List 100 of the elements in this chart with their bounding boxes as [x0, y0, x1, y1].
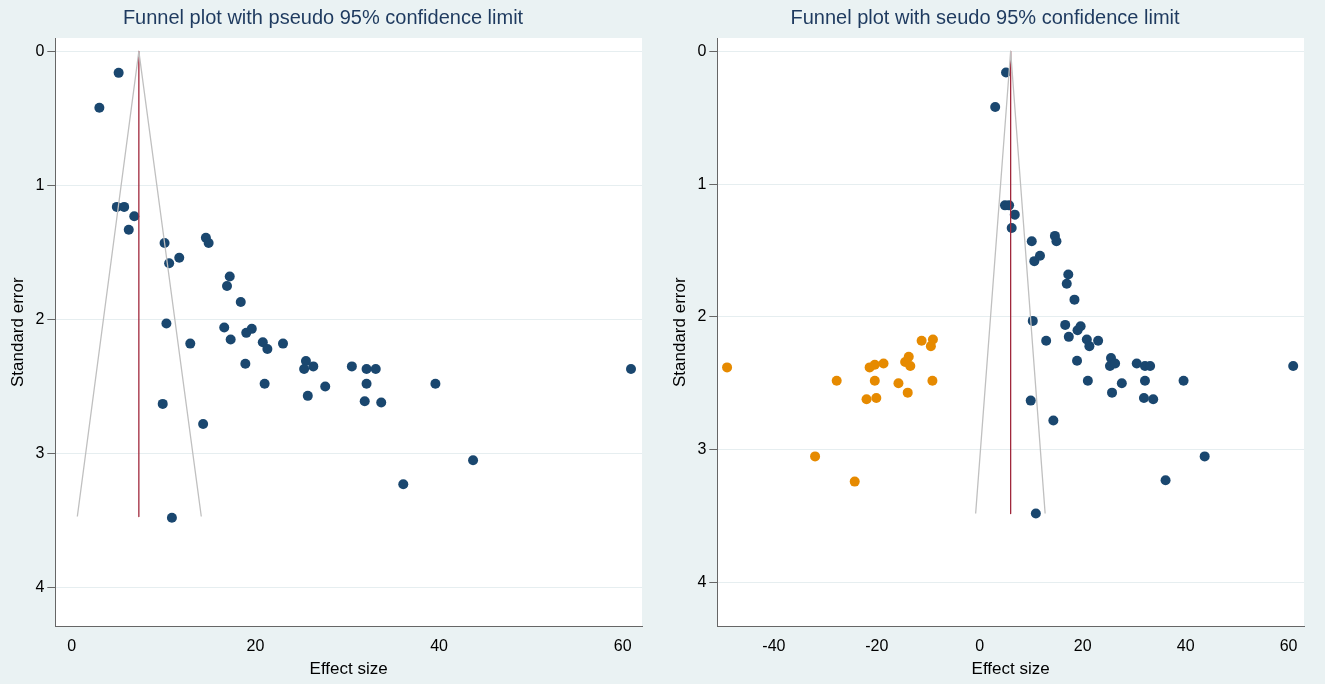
x-tick-label: 0 [975, 637, 985, 655]
point [1060, 319, 1071, 330]
point [1138, 392, 1149, 403]
point [119, 201, 130, 212]
point [1061, 278, 1072, 289]
point [871, 392, 882, 403]
point [235, 297, 246, 308]
point [810, 451, 821, 462]
point [927, 375, 938, 386]
point [1034, 250, 1045, 261]
point [166, 512, 177, 523]
point [722, 362, 733, 373]
x-axis-title: Effect size [971, 659, 1050, 679]
point [361, 378, 372, 389]
point [869, 359, 880, 370]
x-axis-title: Effect size [309, 659, 388, 679]
point [1072, 355, 1083, 366]
x-tick-label: 60 [1279, 637, 1298, 655]
point [370, 364, 381, 375]
point [259, 378, 270, 389]
point [831, 375, 842, 386]
point [1009, 209, 1020, 220]
point [185, 338, 196, 349]
x-tick-label: 20 [1073, 637, 1092, 655]
y-tick-label: 0 [697, 41, 707, 59]
point [221, 280, 232, 291]
x-tick-label: 0 [67, 637, 77, 655]
y-axis-title: Standard error [669, 277, 689, 388]
point [299, 364, 310, 375]
point [308, 361, 319, 372]
y-tick-label: 4 [697, 572, 707, 590]
point [1199, 451, 1210, 462]
point [468, 455, 479, 466]
point [161, 318, 172, 329]
point [1041, 335, 1052, 346]
point [916, 335, 927, 346]
point [1026, 236, 1037, 247]
chart-title: Funnel plot with seudo 95% confidence limit [790, 5, 1180, 28]
point [198, 419, 209, 430]
point [1084, 341, 1095, 352]
point [1288, 361, 1299, 372]
point [1030, 508, 1041, 519]
y-axis-title: Standard error [7, 277, 27, 388]
point [203, 238, 214, 249]
point [219, 322, 230, 333]
point [225, 334, 236, 345]
point [905, 361, 916, 372]
point [1093, 335, 1104, 346]
point [1069, 294, 1080, 305]
y-tick-label: 1 [35, 175, 45, 193]
y-tick-label: 0 [35, 41, 45, 59]
y-tick-label: 2 [697, 307, 707, 325]
point [1075, 321, 1086, 332]
x-tick-label: 60 [613, 637, 632, 655]
y-tick-label: 3 [35, 443, 45, 461]
point [1107, 387, 1118, 398]
x-tick-label: -40 [762, 637, 786, 655]
point [123, 224, 134, 235]
point [113, 67, 124, 78]
y-tick-label: 3 [697, 440, 707, 458]
point [262, 343, 273, 354]
point [302, 390, 313, 401]
y-tick-label: 1 [697, 174, 707, 192]
point [257, 337, 268, 348]
point [1160, 475, 1171, 486]
y-tick-label: 2 [35, 309, 45, 327]
point [861, 394, 872, 405]
point [240, 358, 251, 369]
point [346, 361, 357, 372]
point [157, 398, 168, 409]
point [1178, 375, 1189, 386]
point [320, 381, 331, 392]
point [1025, 395, 1036, 406]
point [869, 375, 880, 386]
point [1131, 358, 1142, 369]
point [902, 387, 913, 398]
point [224, 271, 235, 282]
x-tick-label: -20 [865, 637, 889, 655]
point [893, 378, 904, 389]
point [927, 334, 938, 345]
point [1063, 331, 1074, 342]
point [1063, 269, 1074, 280]
point [246, 323, 257, 334]
x-tick-label: 40 [1176, 637, 1195, 655]
point [1116, 378, 1127, 389]
point [849, 476, 860, 487]
x-tick-label: 40 [430, 637, 449, 655]
point [174, 252, 185, 263]
point [1051, 236, 1062, 247]
point [625, 364, 636, 375]
point [361, 364, 372, 375]
point [1148, 394, 1159, 405]
point [1082, 375, 1093, 386]
point [94, 102, 105, 113]
point [278, 338, 288, 349]
point [1139, 375, 1150, 386]
point [430, 378, 441, 389]
point [990, 102, 1001, 113]
chart-title: Funnel plot with pseudo 95% confidence limit [122, 5, 524, 28]
point [398, 479, 409, 490]
